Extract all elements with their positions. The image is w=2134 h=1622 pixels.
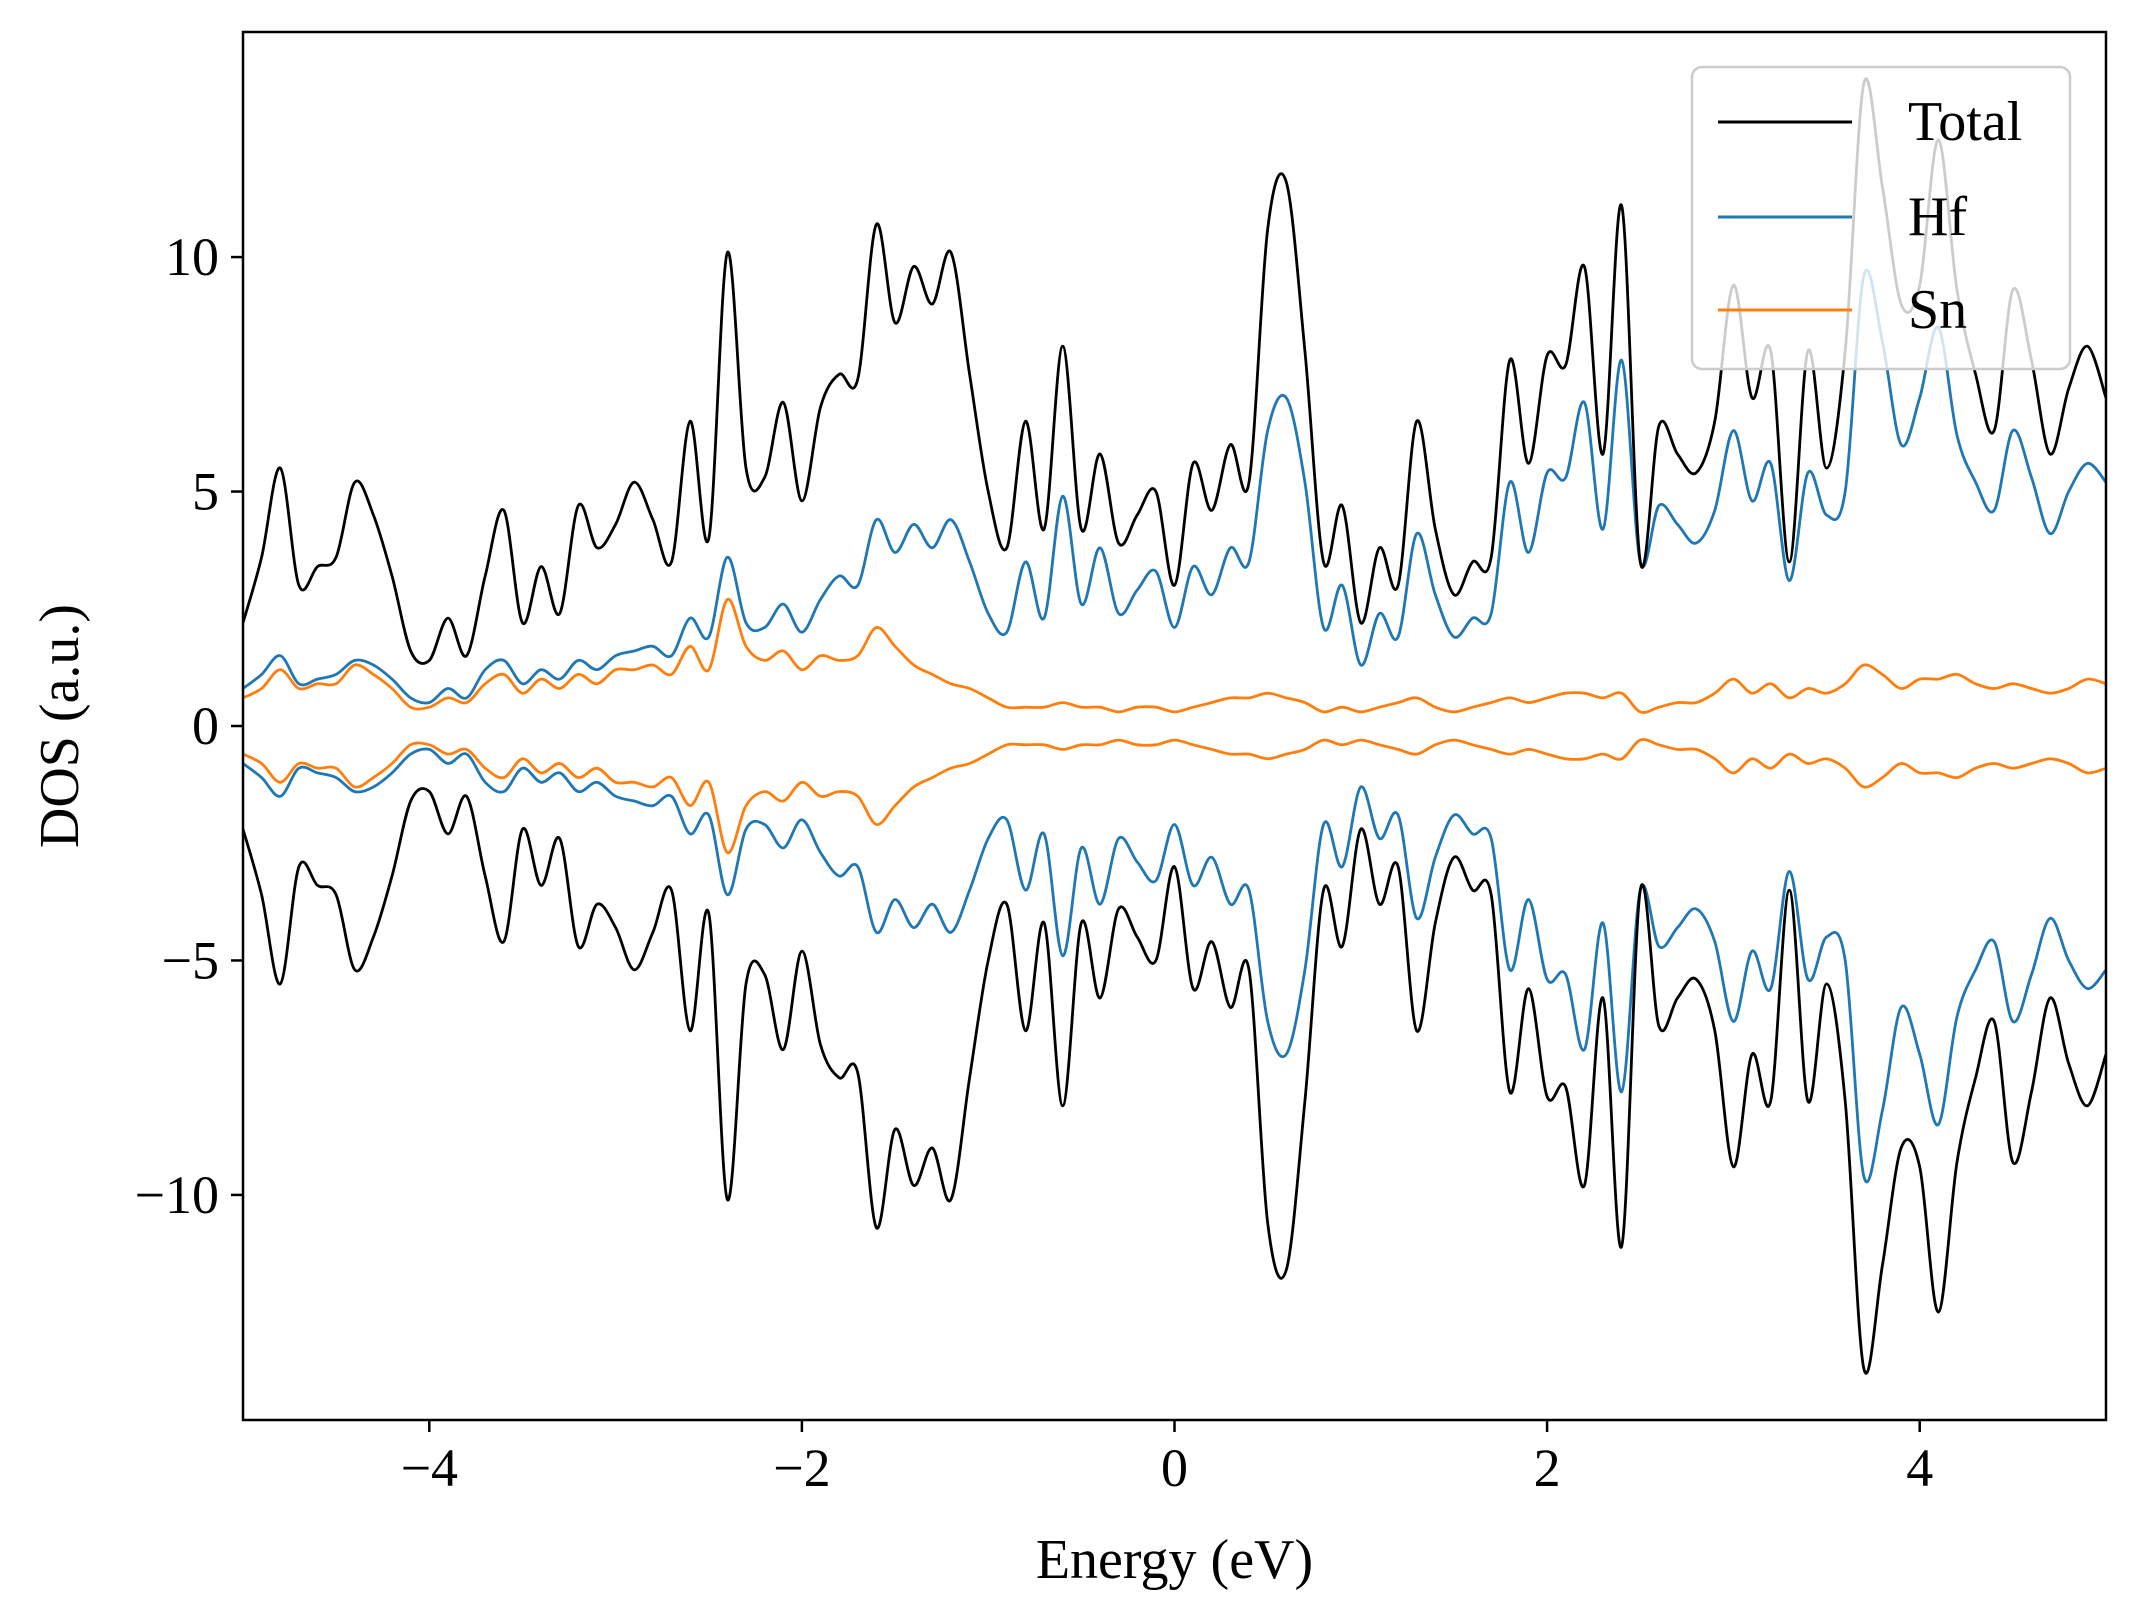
x-tick-label: −2 [773, 1438, 830, 1498]
x-axis: −4 −2 0 2 4 [401, 1420, 1933, 1498]
legend: Total Hf Sn [1690, 65, 2072, 371]
y-tick-label: −5 [162, 930, 219, 990]
x-tick-label: 4 [1906, 1438, 1933, 1498]
x-tick-label: 0 [1161, 1438, 1188, 1498]
y-axis: −10 −5 0 5 10 [135, 227, 243, 1225]
y-tick-label: 10 [165, 227, 219, 287]
y-axis-label: DOS (a.u.) [29, 604, 91, 848]
legend-label-total: Total [1908, 91, 2022, 153]
legend-label-hf: Hf [1908, 186, 1967, 248]
y-tick-label: 0 [192, 696, 219, 756]
series-line-hf-spin-down [243, 747, 2106, 1184]
series-layer [243, 77, 2106, 1375]
legend-box [1690, 65, 2072, 371]
series-line-total-spin-up [243, 77, 2106, 665]
x-tick-label: −4 [401, 1438, 458, 1498]
series-line-hf-spin-up [243, 268, 2106, 705]
series-line-total-spin-down [243, 787, 2106, 1375]
legend-label-sn: Sn [1908, 279, 1967, 341]
y-tick-label: −10 [135, 1165, 219, 1225]
series-line-sn-spin-up [243, 597, 2106, 714]
series-line-sn-spin-down [243, 738, 2106, 855]
x-tick-label: 2 [1534, 1438, 1561, 1498]
x-axis-label: Energy (eV) [1036, 1529, 1313, 1591]
y-tick-label: 5 [192, 462, 219, 522]
